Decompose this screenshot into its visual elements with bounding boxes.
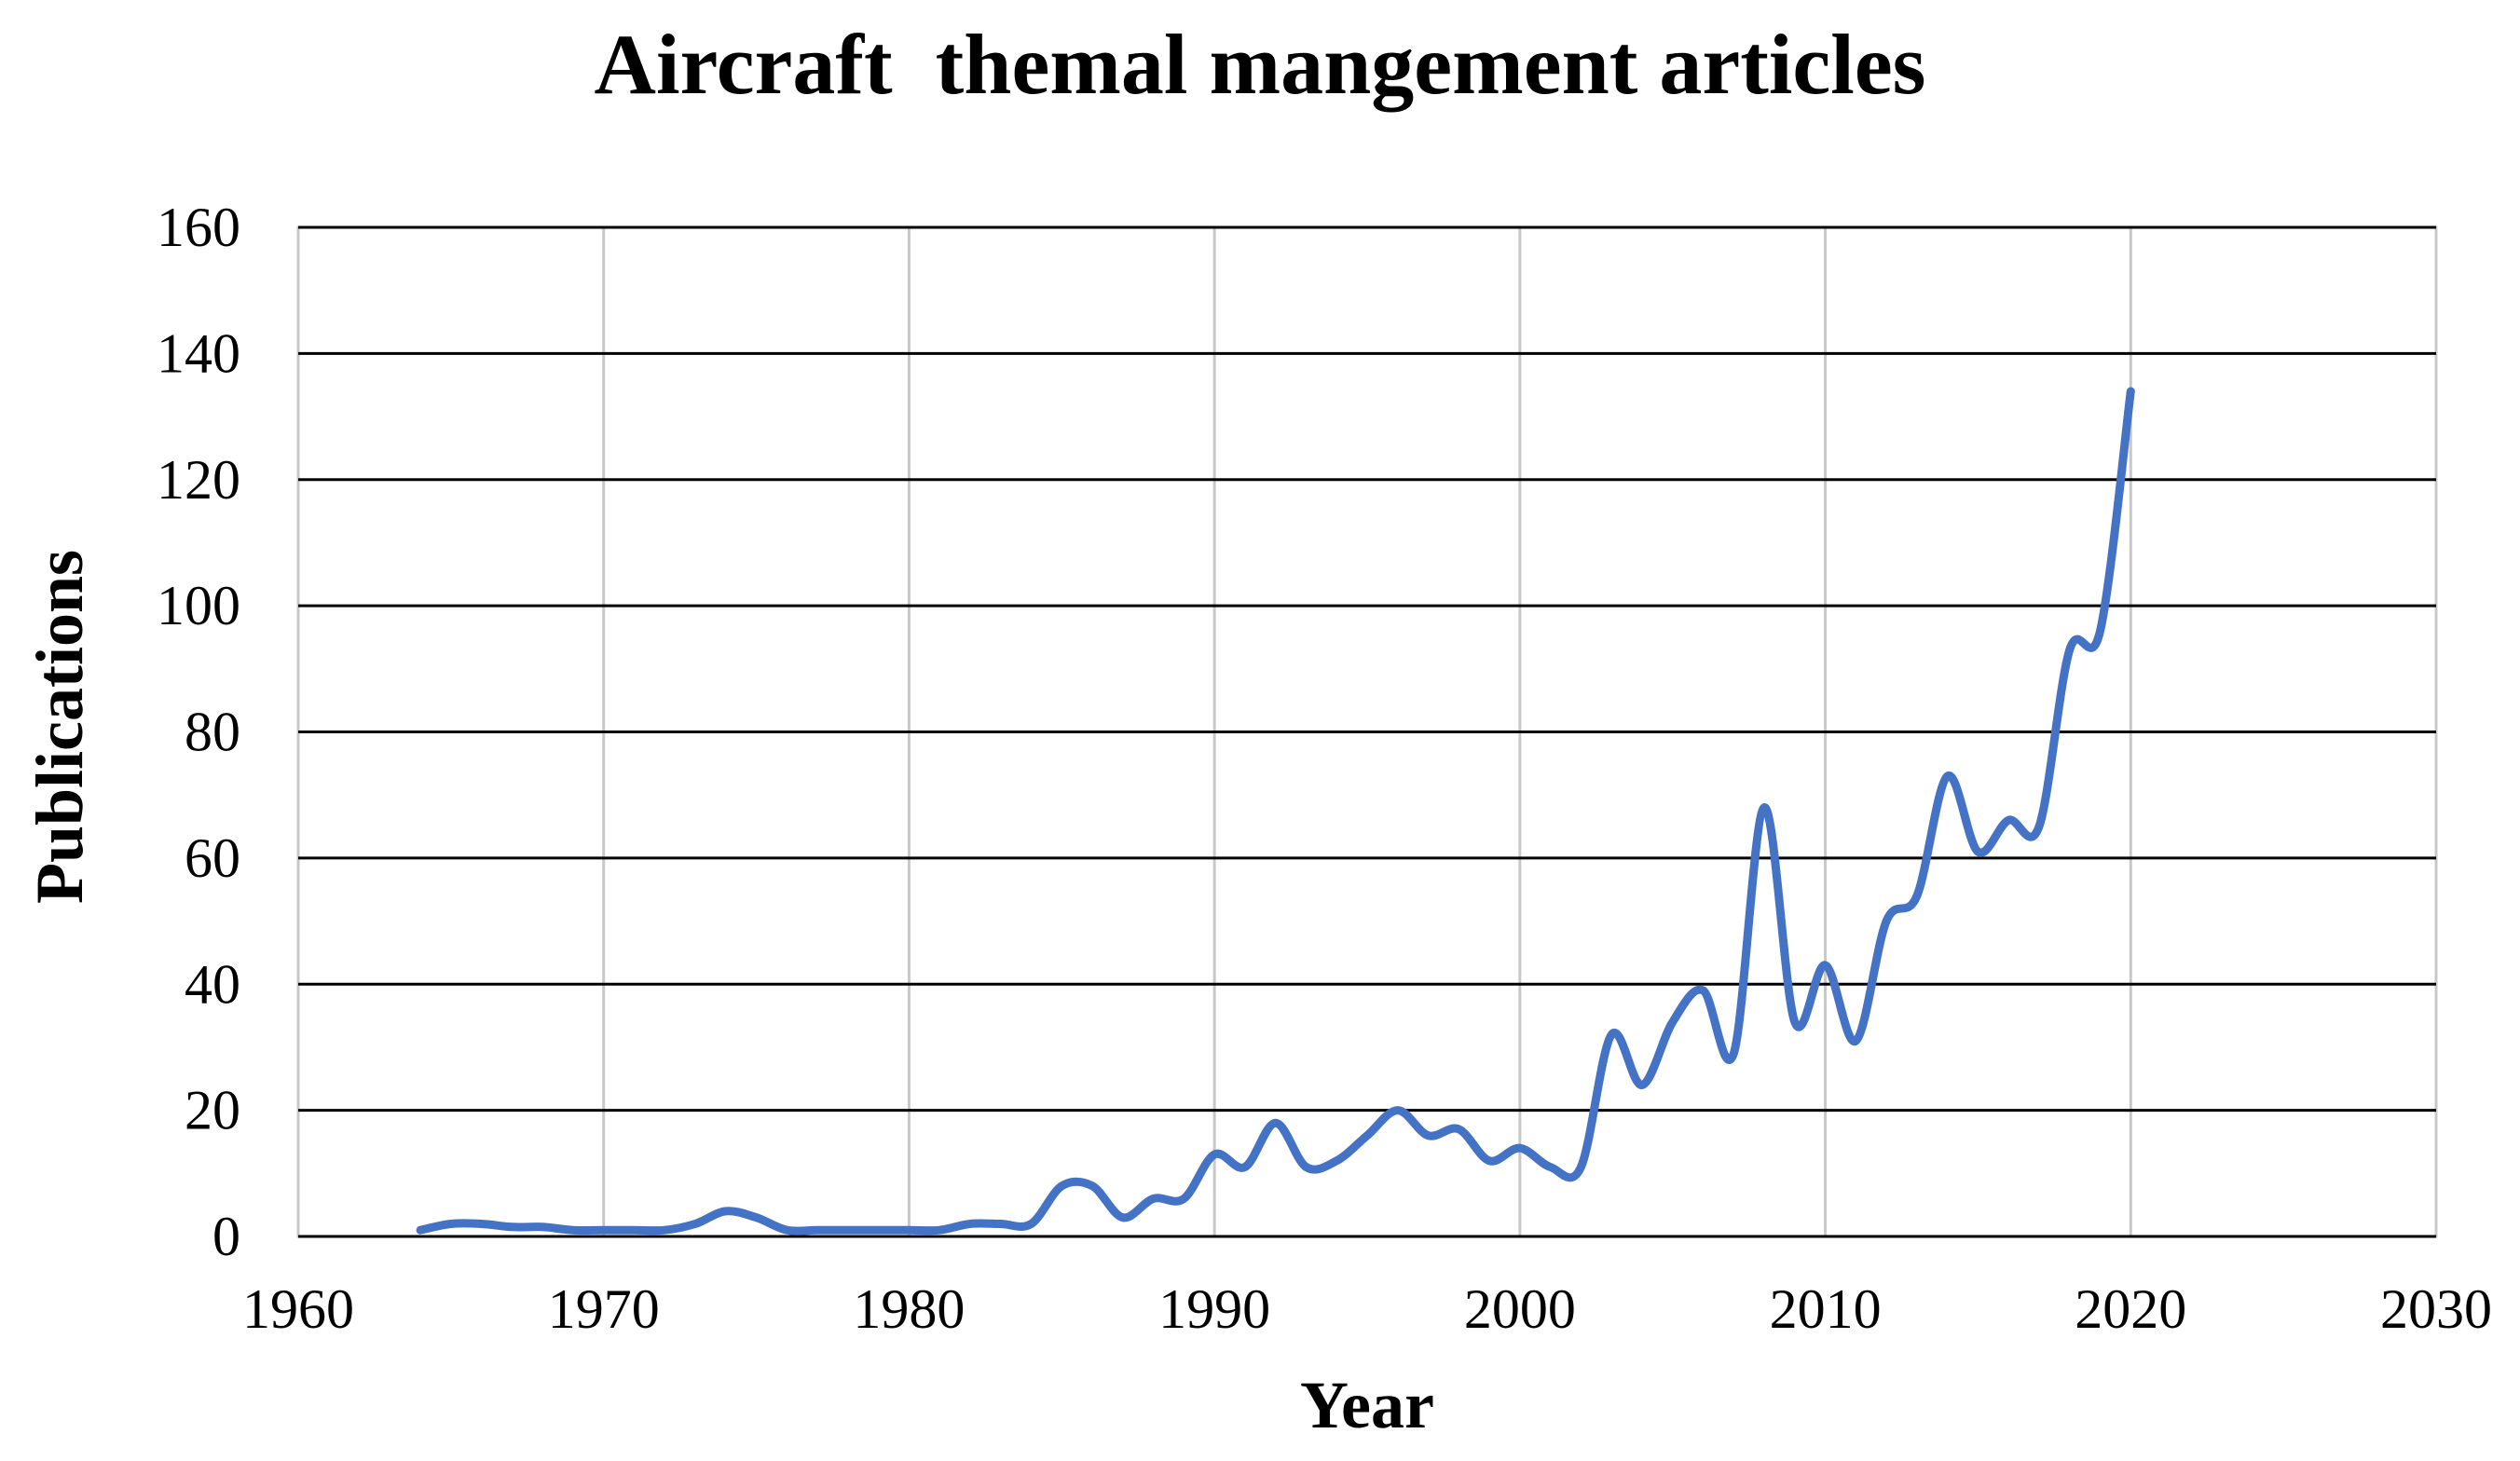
x-tick-label: 1990 <box>1158 1278 1270 1340</box>
x-axis-title: Year <box>1300 1368 1434 1442</box>
x-tick-label: 1970 <box>548 1278 660 1340</box>
x-axis-ticks: 1960 1970 1980 1990 2000 2010 2020 2030 <box>242 1278 2492 1340</box>
y-tick-label: 60 <box>185 827 240 889</box>
x-tick-label: 2010 <box>1770 1278 1882 1340</box>
y-tick-label: 80 <box>185 702 240 763</box>
series-line <box>416 387 2135 1236</box>
chart-title: Aircraft themal mangement articles <box>595 17 1926 112</box>
x-tick-label: 2000 <box>1464 1278 1576 1340</box>
x-tick-label: 1980 <box>853 1278 965 1340</box>
y-tick-label: 100 <box>157 575 240 636</box>
y-tick-label: 160 <box>157 197 240 258</box>
y-tick-label: 40 <box>185 953 240 1015</box>
y-tick-label: 0 <box>212 1206 240 1267</box>
x-tick-label: 1960 <box>242 1278 354 1340</box>
y-tick-label: 20 <box>185 1080 240 1141</box>
y-tick-label: 120 <box>157 449 240 511</box>
x-tick-label: 2020 <box>2075 1278 2186 1340</box>
y-tick-label: 140 <box>157 322 240 384</box>
y-axis-ticks: 0 20 40 60 80 100 120 140 160 <box>157 197 240 1267</box>
plot-area <box>416 387 2135 1236</box>
grid <box>296 225 2438 1238</box>
y-axis-title: Publications <box>22 550 97 904</box>
x-tick-label: 2030 <box>2380 1278 2492 1340</box>
